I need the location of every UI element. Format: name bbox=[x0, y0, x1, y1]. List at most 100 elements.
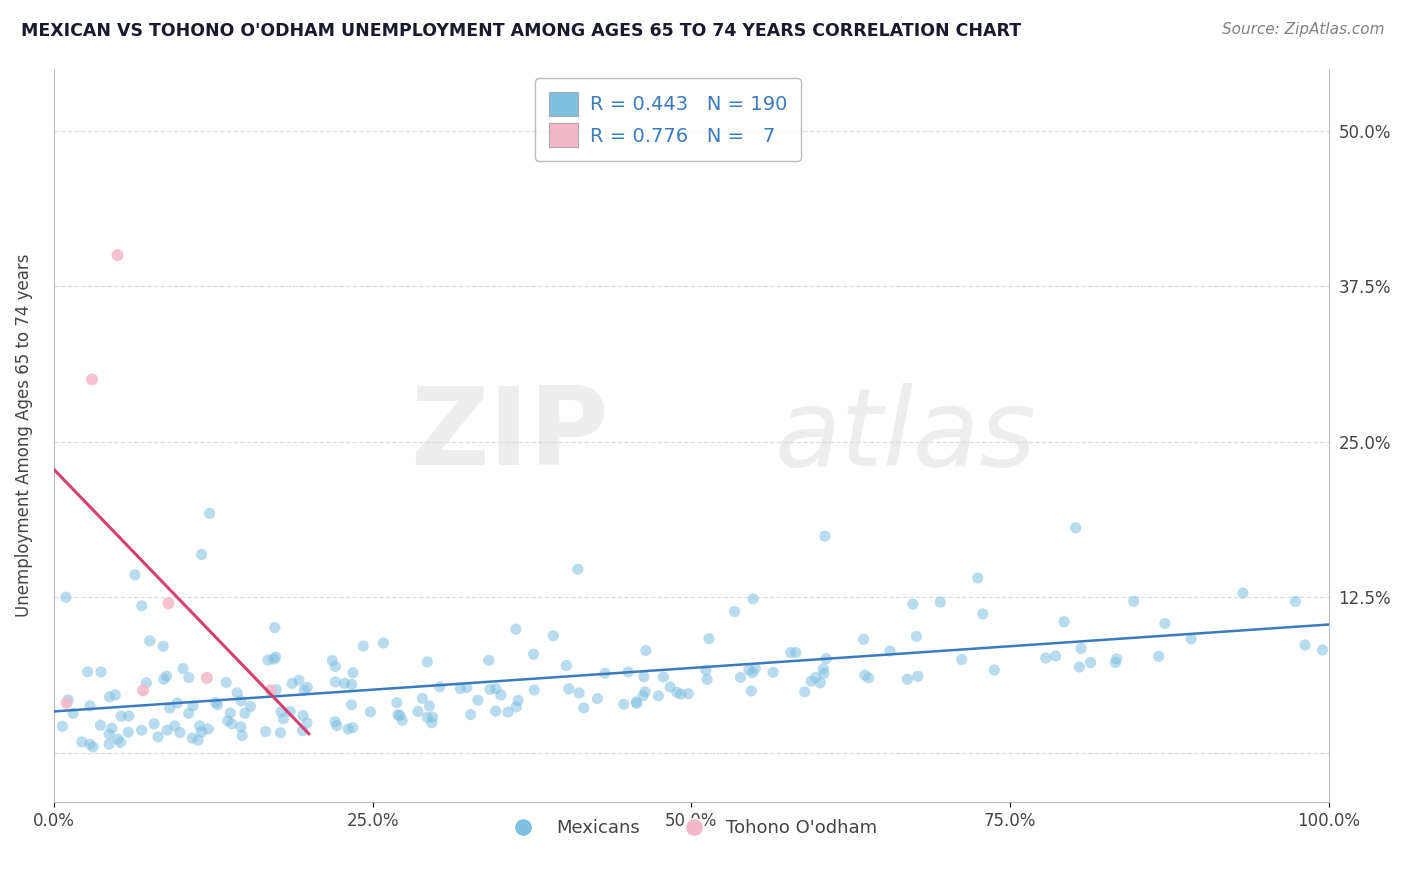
Point bbox=[321, 653, 343, 667]
Point bbox=[195, 671, 218, 685]
Point bbox=[411, 691, 433, 706]
Point bbox=[779, 645, 801, 659]
Point bbox=[273, 712, 295, 726]
Point bbox=[558, 681, 581, 696]
Point bbox=[1069, 660, 1091, 674]
Point bbox=[665, 685, 688, 699]
Point bbox=[416, 710, 439, 724]
Point bbox=[82, 739, 104, 754]
Point bbox=[467, 693, 489, 707]
Point bbox=[762, 665, 785, 680]
Point bbox=[905, 629, 928, 643]
Point bbox=[177, 706, 200, 721]
Point bbox=[325, 675, 347, 690]
Point bbox=[929, 595, 952, 609]
Point bbox=[633, 670, 655, 684]
Point bbox=[90, 665, 112, 679]
Point bbox=[613, 698, 636, 712]
Point bbox=[568, 686, 591, 700]
Point bbox=[966, 571, 988, 585]
Point bbox=[155, 669, 177, 683]
Point bbox=[117, 725, 139, 739]
Point bbox=[1064, 521, 1087, 535]
Point bbox=[1045, 648, 1067, 663]
Point bbox=[1312, 643, 1334, 657]
Point bbox=[785, 646, 807, 660]
Point bbox=[231, 729, 253, 743]
Point bbox=[352, 639, 374, 653]
Point bbox=[190, 725, 212, 739]
Point bbox=[907, 669, 929, 683]
Point bbox=[55, 696, 77, 710]
Point bbox=[1070, 641, 1092, 656]
Point bbox=[695, 663, 717, 677]
Point bbox=[741, 665, 763, 680]
Point bbox=[505, 622, 527, 636]
Point bbox=[697, 632, 720, 646]
Point bbox=[808, 675, 831, 690]
Text: MEXICAN VS TOHONO O'ODHAM UNEMPLOYMENT AMONG AGES 65 TO 74 YEARS CORRELATION CHA: MEXICAN VS TOHONO O'ODHAM UNEMPLOYMENT A… bbox=[21, 22, 1021, 40]
Point bbox=[804, 670, 827, 684]
Point bbox=[219, 706, 242, 720]
Point bbox=[858, 671, 880, 685]
Point bbox=[634, 685, 657, 699]
Point bbox=[79, 698, 101, 713]
Point bbox=[281, 676, 304, 690]
Point bbox=[478, 682, 501, 697]
Point bbox=[215, 675, 238, 690]
Point bbox=[197, 722, 219, 736]
Point bbox=[1053, 615, 1076, 629]
Point bbox=[555, 658, 578, 673]
Point bbox=[342, 665, 364, 680]
Point bbox=[269, 726, 291, 740]
Point bbox=[55, 591, 77, 605]
Point bbox=[79, 737, 101, 751]
Point bbox=[388, 708, 411, 723]
Point bbox=[852, 632, 875, 647]
Point bbox=[813, 662, 835, 676]
Point bbox=[508, 693, 530, 707]
Point bbox=[163, 719, 186, 733]
Point bbox=[1232, 586, 1254, 600]
Point bbox=[80, 372, 103, 386]
Point bbox=[326, 718, 349, 732]
Point bbox=[181, 731, 204, 745]
Point bbox=[254, 724, 277, 739]
Point bbox=[1294, 638, 1316, 652]
Point bbox=[406, 705, 429, 719]
Point bbox=[626, 696, 648, 710]
Point bbox=[132, 683, 155, 698]
Point bbox=[420, 715, 443, 730]
Point bbox=[146, 730, 169, 744]
Point bbox=[166, 696, 188, 710]
Point bbox=[156, 723, 179, 737]
Point bbox=[696, 673, 718, 687]
Point bbox=[678, 687, 700, 701]
Point bbox=[456, 681, 478, 695]
Point bbox=[143, 716, 166, 731]
Point bbox=[879, 644, 901, 658]
Point bbox=[263, 621, 285, 635]
Point bbox=[652, 670, 675, 684]
Point bbox=[239, 699, 262, 714]
Point bbox=[263, 652, 285, 666]
Point bbox=[744, 661, 766, 675]
Point bbox=[586, 691, 609, 706]
Point bbox=[98, 690, 121, 704]
Point bbox=[217, 714, 239, 728]
Point bbox=[901, 597, 924, 611]
Point bbox=[325, 659, 347, 673]
Point bbox=[814, 529, 837, 543]
Point bbox=[385, 696, 408, 710]
Point bbox=[659, 680, 682, 694]
Point bbox=[198, 507, 221, 521]
Point bbox=[1105, 652, 1128, 666]
Point bbox=[107, 248, 129, 262]
Point bbox=[373, 636, 395, 650]
Point bbox=[98, 737, 121, 751]
Point bbox=[323, 714, 346, 729]
Point bbox=[1122, 594, 1144, 608]
Point bbox=[742, 591, 765, 606]
Point bbox=[187, 733, 209, 747]
Point bbox=[1180, 632, 1202, 646]
